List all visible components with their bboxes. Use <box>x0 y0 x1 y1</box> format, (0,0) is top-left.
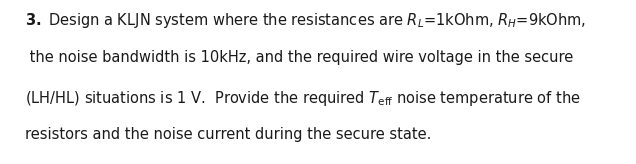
Text: (LH/HL) situations is 1 V.  Provide the required $T_{\mathrm{eff}}$ noise temper: (LH/HL) situations is 1 V. Provide the r… <box>25 89 581 108</box>
Text: $\bf{3.}$ Design a KLJN system where the resistances are $R_L$=1kOhm, $R_H$=9kOh: $\bf{3.}$ Design a KLJN system where the… <box>25 11 586 31</box>
Text: resistors and the noise current during the secure state.: resistors and the noise current during t… <box>25 127 432 142</box>
Text: the noise bandwidth is 10kHz, and the required wire voltage in the secure: the noise bandwidth is 10kHz, and the re… <box>25 50 574 65</box>
